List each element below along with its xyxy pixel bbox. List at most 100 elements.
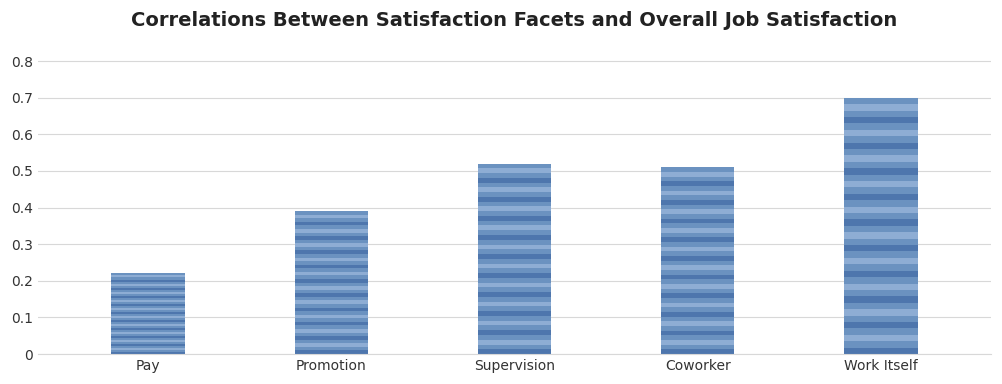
Bar — [478, 249, 551, 254]
Bar — [295, 333, 368, 336]
Bar — [661, 279, 734, 284]
Bar — [295, 322, 368, 326]
Bar — [661, 293, 734, 298]
Bar — [111, 322, 184, 324]
Bar — [661, 275, 734, 279]
Bar — [111, 348, 184, 350]
Bar — [661, 349, 734, 354]
Bar — [661, 205, 734, 209]
Bar — [661, 186, 734, 190]
Bar — [295, 336, 368, 340]
Bar — [845, 264, 918, 271]
Bar — [845, 149, 918, 156]
Bar — [478, 202, 551, 207]
Bar — [111, 296, 184, 298]
Bar — [111, 334, 184, 336]
Bar — [295, 258, 368, 261]
Bar — [478, 335, 551, 340]
Bar — [111, 290, 184, 291]
Bar — [661, 209, 734, 214]
Bar — [845, 258, 918, 264]
Bar — [295, 243, 368, 247]
Bar — [478, 302, 551, 306]
Bar — [478, 344, 551, 349]
Bar — [845, 296, 918, 303]
Bar — [295, 211, 368, 215]
Bar — [295, 222, 368, 225]
Bar — [661, 190, 734, 195]
Bar — [478, 287, 551, 292]
Bar — [845, 142, 918, 149]
Bar — [845, 277, 918, 283]
Bar — [478, 192, 551, 197]
Bar — [661, 340, 734, 345]
Bar — [845, 136, 918, 142]
Bar — [111, 283, 184, 286]
Bar — [295, 286, 368, 290]
Bar — [295, 340, 368, 343]
Bar — [295, 293, 368, 297]
Bar — [661, 251, 734, 256]
Bar — [478, 164, 551, 168]
Bar — [295, 240, 368, 243]
Bar — [111, 346, 184, 348]
Bar — [845, 104, 918, 111]
Bar — [478, 273, 551, 278]
Bar — [478, 230, 551, 235]
Bar — [845, 111, 918, 117]
Bar — [111, 273, 184, 275]
Bar — [478, 178, 551, 183]
Bar — [111, 310, 184, 312]
Bar — [661, 200, 734, 205]
Bar — [845, 187, 918, 194]
Bar — [845, 283, 918, 290]
Bar — [661, 181, 734, 186]
Bar — [478, 221, 551, 225]
Bar — [111, 320, 184, 322]
Bar — [845, 123, 918, 130]
Bar — [111, 275, 184, 278]
Bar — [295, 218, 368, 222]
Bar — [661, 177, 734, 181]
Bar — [478, 187, 551, 192]
Bar — [111, 350, 184, 352]
Bar — [478, 316, 551, 321]
Bar — [845, 98, 918, 104]
Bar — [478, 225, 551, 230]
Bar — [111, 298, 184, 300]
Bar — [295, 279, 368, 283]
Bar — [111, 286, 184, 288]
Title: Correlations Between Satisfaction Facets and Overall Job Satisfaction: Correlations Between Satisfaction Facets… — [131, 11, 898, 30]
Bar — [661, 214, 734, 218]
Bar — [295, 318, 368, 322]
Bar — [295, 272, 368, 275]
Bar — [295, 229, 368, 233]
Bar — [478, 197, 551, 202]
Bar — [661, 223, 734, 228]
Bar — [478, 292, 551, 297]
Bar — [845, 162, 918, 168]
Bar — [111, 324, 184, 326]
Bar — [845, 245, 918, 252]
Bar — [661, 326, 734, 331]
Bar — [111, 318, 184, 320]
Bar — [661, 345, 734, 349]
Bar — [478, 183, 551, 187]
Bar — [111, 336, 184, 338]
Bar — [845, 232, 918, 239]
Bar — [295, 268, 368, 272]
Bar — [111, 294, 184, 296]
Bar — [111, 278, 184, 280]
Bar — [845, 322, 918, 328]
Bar — [661, 307, 734, 312]
Bar — [661, 247, 734, 251]
Bar — [845, 303, 918, 309]
Bar — [111, 288, 184, 290]
Bar — [661, 218, 734, 223]
Bar — [478, 207, 551, 211]
Bar — [295, 315, 368, 318]
Bar — [295, 311, 368, 315]
Bar — [295, 329, 368, 333]
Bar — [845, 226, 918, 232]
Bar — [111, 332, 184, 334]
